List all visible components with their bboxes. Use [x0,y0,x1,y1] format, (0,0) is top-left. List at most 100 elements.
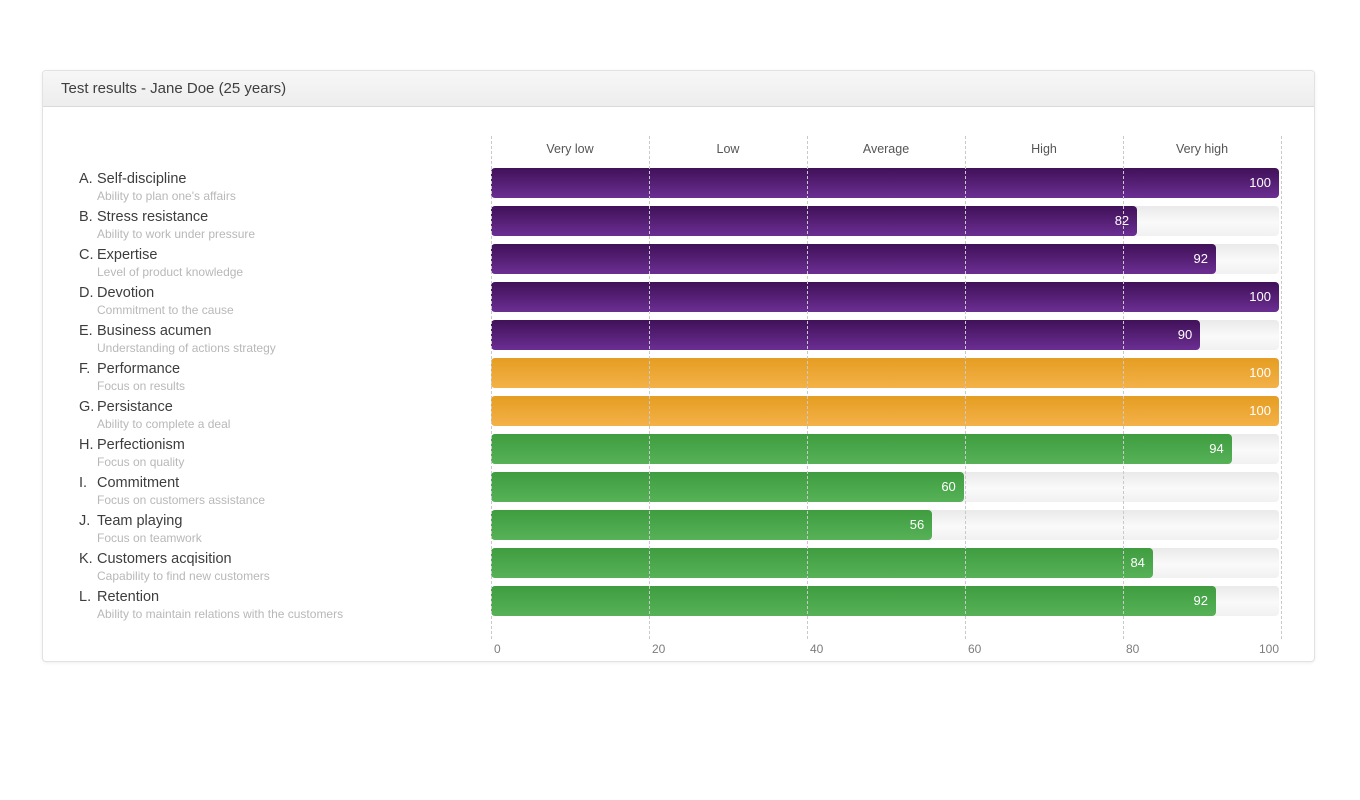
category-name: Expertise [97,247,158,263]
category-title: D. Devotion [79,284,477,302]
category-letter: G. [79,399,95,415]
category-title: B. Stress resistance [79,208,477,226]
category-title: L. Retention [79,588,477,606]
chart-row: L. Retention Ability to maintain relatio… [43,586,1314,624]
chart-row: E. Business acumen Understanding of acti… [43,320,1314,358]
category-label: K. Customers acqisition Capability to fi… [43,548,491,583]
bar-track: 100 [491,358,1279,388]
category-letter: L. [79,589,92,605]
bar-track: 94 [491,434,1279,464]
chart-row: J. Team playing Focus on teamwork 56 [43,510,1314,548]
scale-band-label: Low [716,142,740,156]
bar-value-label: 56 [909,517,925,532]
category-name: Stress resistance [97,209,209,225]
category-label: G. Persistance Ability to complete a dea… [43,396,491,431]
category-description: Capability to find new customers [97,569,270,583]
bar-value-label: 82 [1114,213,1130,228]
category-label: L. Retention Ability to maintain relatio… [43,586,491,621]
bar-track-wrap: 82 [491,206,1314,236]
category-label: B. Stress resistance Ability to work und… [43,206,491,241]
bar: 84 [491,548,1153,578]
category-letter: F. [79,361,91,377]
scale-band-label: High [1031,142,1057,156]
category-title: E. Business acumen [79,322,477,340]
chart-row: C. Expertise Level of product knowledge … [43,244,1314,282]
bar-track-wrap: 100 [491,168,1314,198]
category-letter: K. [79,551,93,567]
category-name: Perfectionism [97,437,185,453]
category-name: Performance [97,361,181,377]
bar: 100 [491,358,1279,388]
category-name: Self-discipline [97,171,187,187]
category-letter: H. [79,437,94,453]
category-label: C. Expertise Level of product knowledge [43,244,491,279]
bar-track-wrap: 84 [491,548,1314,578]
bar-track-wrap: 92 [491,244,1314,274]
bar-track-wrap: 100 [491,282,1314,312]
category-name: Team playing [97,513,183,529]
category-label: D. Devotion Commitment to the cause [43,282,491,317]
category-description: Focus on customers assistance [97,493,266,507]
category-letter: D. [79,285,94,301]
category-name: Business acumen [97,323,212,339]
bar-track: 60 [491,472,1279,502]
bar-track: 90 [491,320,1279,350]
bar-track: 84 [491,548,1279,578]
category-title: C. Expertise [79,246,477,264]
category-description: Ability to complete a deal [97,417,231,431]
category-title: K. Customers acqisition [79,550,477,568]
category-letter: B. [79,209,93,225]
chart-row: K. Customers acqisition Capability to fi… [43,548,1314,586]
scale-band-label: Very high [1175,142,1229,156]
chart-row: I. Commitment Focus on customers assista… [43,472,1314,510]
x-axis-tick: 80 [1126,642,1140,656]
chart-row: G. Persistance Ability to complete a dea… [43,396,1314,434]
bar-value-label: 84 [1130,555,1145,570]
bar: 60 [491,472,964,502]
category-description: Understanding of actions strategy [97,341,276,355]
category-description: Focus on teamwork [97,531,202,545]
bar: 56 [491,510,933,540]
bar: 90 [491,320,1201,350]
category-title: G. Persistance [79,398,477,416]
category-label: A. Self-discipline Ability to plan one's… [43,168,491,203]
category-name: Commitment [97,475,180,491]
category-name: Customers acqisition [97,551,232,567]
bar: 92 [491,586,1216,616]
category-description: Ability to maintain relations with the c… [97,607,344,621]
category-description: Level of product knowledge [97,265,244,279]
chart-rows: A. Self-discipline Ability to plan one's… [43,168,1314,624]
category-description: Commitment to the cause [97,303,234,317]
bar-value-label: 94 [1209,441,1224,456]
category-label: H. Perfectionism Focus on quality [43,434,491,469]
bar: 100 [491,396,1279,426]
bar: 92 [491,244,1216,274]
bar-value-label: 92 [1193,593,1208,608]
bar-track-wrap: 56 [491,510,1314,540]
category-letter: E. [79,323,93,339]
category-letter: J. [79,513,91,529]
chart-row: F. Performance Focus on results 100 [43,358,1314,396]
bar-chart: Very low Low Average High Very high A. Self-… [43,107,1314,662]
bar-value-label: 60 [941,479,956,494]
test-results-panel: Test results - Jane Doe (25 years) Very … [42,70,1315,662]
bar: 100 [491,282,1279,312]
bar-track: 56 [491,510,1279,540]
bar: 94 [491,434,1232,464]
category-label: J. Team playing Focus on teamwork [43,510,491,545]
bar-track: 92 [491,586,1279,616]
bar-track-wrap: 100 [491,358,1314,388]
bar-track: 100 [491,282,1279,312]
bar-track: 92 [491,244,1279,274]
x-axis-tick: 20 [652,642,666,656]
x-axis-tick: 60 [968,642,982,656]
category-description: Ability to plan one's affairs [97,189,236,203]
category-title: A. Self-discipline [79,170,477,188]
bar-value-label: 100 [1249,289,1271,304]
x-axis-tick: 0 [494,642,501,656]
category-name: Retention [97,589,160,605]
category-title: H. Perfectionism [79,436,477,454]
bar-track: 100 [491,168,1279,198]
chart-row: B. Stress resistance Ability to work und… [43,206,1314,244]
bar: 82 [491,206,1138,236]
